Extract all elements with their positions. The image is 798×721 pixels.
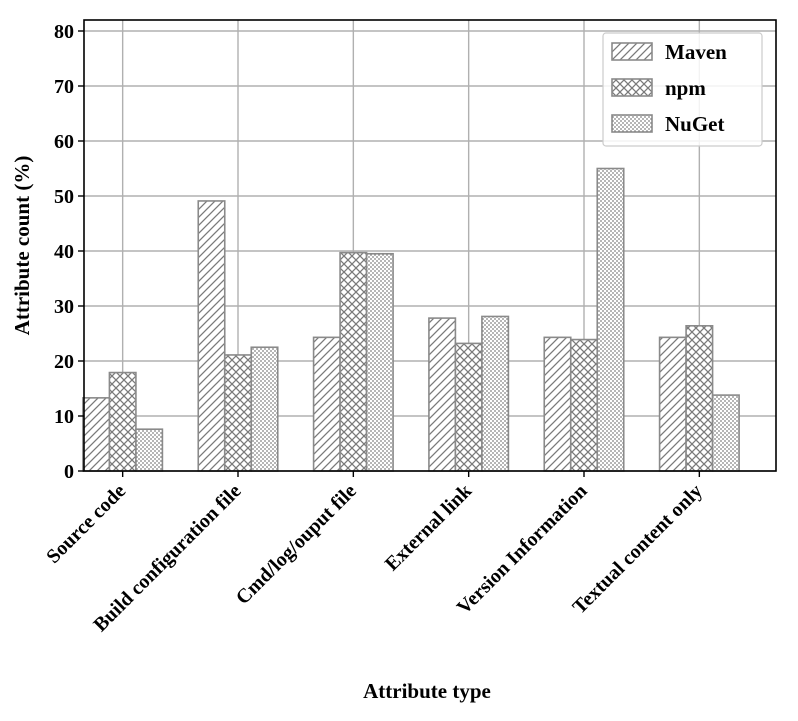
- y-tick-label: 50: [54, 186, 74, 208]
- bar-nuget-3: [365, 252, 394, 472]
- legend: Maven npm NuGet: [602, 32, 763, 147]
- y-tick-label: 60: [54, 131, 74, 153]
- y-axis-title: Attribute count (%): [10, 156, 34, 336]
- legend-label-maven: Maven: [665, 40, 727, 64]
- y-tick-label: 40: [54, 241, 74, 263]
- y-tick-label: 80: [54, 21, 74, 43]
- bar-npm-5: [569, 338, 599, 472]
- x-tick-label: Cmd/log/ouput file: [232, 480, 361, 609]
- bars: [82, 167, 740, 472]
- plot-frame: [83, 19, 777, 472]
- bar-maven-4: [428, 317, 457, 472]
- bar-nuget-6: [711, 394, 740, 472]
- legend-swatch-npm: [611, 78, 653, 97]
- bar-maven-2: [197, 200, 226, 472]
- bar-nuget-1: [135, 428, 164, 472]
- bar-nuget-4: [481, 315, 510, 472]
- bar-maven-5: [543, 336, 572, 472]
- x-tick-label: Source code: [42, 480, 130, 568]
- x-axis-title: Attribute type: [363, 679, 491, 703]
- bar-npm-2: [223, 354, 253, 472]
- bar-nuget-2: [250, 346, 279, 472]
- y-tick-label: 30: [54, 296, 74, 318]
- bar-nuget-5: [596, 167, 625, 472]
- bar-npm-4: [454, 342, 483, 472]
- y-tick-label: 10: [54, 406, 74, 428]
- bar-npm-6: [685, 324, 714, 472]
- bar-maven-6: [658, 336, 687, 472]
- x-tick-label: External link: [381, 479, 477, 575]
- legend-label-npm: npm: [665, 76, 706, 100]
- y-tick-label: 20: [54, 351, 74, 373]
- legend-swatch-nuget: [611, 114, 653, 133]
- legend-label-nuget: NuGet: [665, 112, 725, 136]
- bar-maven-3: [312, 336, 341, 472]
- bar-npm-3: [339, 251, 368, 472]
- x-tick-label: Textual content only: [568, 480, 706, 618]
- y-tick-label: 0: [64, 461, 74, 483]
- bar-maven-1: [82, 397, 111, 472]
- bar-npm-1: [108, 371, 137, 472]
- x-tick-label: Version Information: [453, 480, 592, 619]
- y-tick-label: 70: [54, 76, 74, 98]
- legend-swatch-maven: [611, 42, 653, 61]
